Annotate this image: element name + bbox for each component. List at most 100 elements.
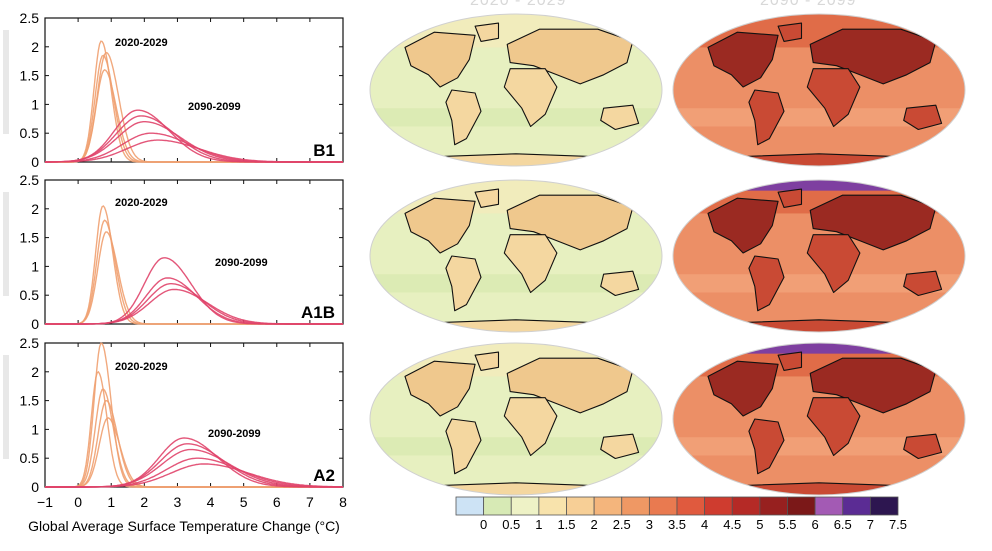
y-tick-label: 0: [31, 479, 39, 495]
period-annotation: 2020-2029: [115, 37, 168, 49]
map-outline: [369, 13, 663, 167]
y-tick-label: 1: [31, 421, 39, 437]
map-continent: [600, 270, 640, 297]
plot-frame: [44, 179, 344, 325]
map-continent: [506, 28, 634, 85]
y-tick-label: 2.5: [20, 335, 40, 351]
map-band: [673, 274, 965, 293]
map-continent: [806, 397, 861, 457]
map-panel-r1-c1: [370, 14, 662, 166]
plot-frame: [44, 17, 344, 163]
map-continent: [404, 197, 476, 254]
chart-panel-a1b: 0 0.5 1 1.5 2 2.5 2020-2029 2090-2099 A1B: [3, 172, 344, 332]
map-panel-r3-c1: [370, 343, 662, 495]
map-continent: [404, 360, 476, 417]
y-tick-label: 2: [31, 39, 39, 55]
map-outline: [369, 342, 663, 496]
y-tick-label: 0.5: [20, 287, 40, 303]
map-band: [673, 108, 965, 127]
map-continent: [404, 31, 476, 88]
y-axis-label-faint: [3, 192, 9, 296]
x-tick-label: 1: [107, 494, 115, 510]
map-column-header-left: 2020 - 2029: [470, 0, 567, 9]
y-tick-label: 1.5: [20, 68, 40, 84]
y-tick-label: 0.5: [20, 125, 40, 141]
map-continent: [506, 357, 634, 414]
panel-label: B1: [313, 141, 335, 160]
period-annotation: 2090-2099: [188, 101, 241, 113]
x-tick-label: 5: [240, 494, 248, 510]
x-tick-label: 4: [207, 494, 215, 510]
y-tick-label: 2: [31, 201, 39, 217]
map-column-header-right: 2090 - 2099: [760, 0, 857, 9]
map-continent: [809, 28, 937, 85]
map-outline: [672, 179, 966, 333]
map-continent: [427, 319, 605, 332]
map-continent: [777, 351, 803, 371]
map-panel-r2-c2: [673, 180, 965, 332]
map-continent: [503, 234, 558, 294]
map-continent: [474, 351, 500, 371]
panel-label: A2: [313, 466, 335, 485]
period-annotation: 2020-2029: [115, 197, 168, 209]
chart-panel-b1: 0 0.5 1 1.5 2 2.5 2020-2029 2090-2099 B1: [3, 10, 344, 170]
map-panel-r1-c2: [673, 14, 965, 166]
period-annotation: 2020-2029: [115, 361, 168, 373]
map-continent: [806, 234, 861, 294]
map-continent: [445, 255, 482, 312]
y-tick-label: 1: [31, 96, 39, 112]
map-continent: [730, 482, 908, 495]
map-continent: [445, 89, 482, 146]
y-tick-label: 2.5: [20, 172, 40, 188]
period-annotation: 2090-2099: [215, 257, 268, 269]
map-continent: [777, 188, 803, 208]
map-continent: [600, 433, 640, 460]
y-tick-label: 1.5: [20, 393, 40, 409]
map-continent: [427, 482, 605, 495]
map-continent: [600, 104, 640, 131]
map-continent: [730, 153, 908, 166]
map-continent: [806, 68, 861, 128]
map-continent: [445, 418, 482, 475]
map-arctic-band: [673, 343, 965, 354]
panel-label: A1B: [301, 303, 335, 322]
map-continent: [748, 418, 785, 475]
x-tick-label: 0: [74, 494, 82, 510]
x-tick-label: 7: [306, 494, 314, 510]
x-tick-label: −1: [37, 494, 53, 510]
map-continent: [809, 194, 937, 251]
x-tick-label: 8: [339, 494, 347, 510]
y-axis-label-faint: [3, 355, 9, 459]
y-tick-label: 0: [31, 316, 39, 332]
map-continent: [707, 197, 779, 254]
y-axis-label-faint: [3, 30, 9, 134]
map-continent: [809, 357, 937, 414]
map-continent: [748, 255, 785, 312]
series-line-2090-2099: [45, 288, 343, 325]
y-tick-label: 2.5: [20, 10, 40, 26]
map-continent: [707, 360, 779, 417]
map-continent: [903, 270, 943, 297]
map-band: [370, 108, 662, 127]
period-annotation: 2090-2099: [208, 428, 261, 440]
map-continent: [707, 31, 779, 88]
x-axis-label: Global Average Surface Temperature Chang…: [28, 518, 340, 534]
map-panel-r3-c2: [673, 343, 965, 495]
map-continent: [474, 188, 500, 208]
map-continent: [503, 397, 558, 457]
map-continent: [427, 153, 605, 166]
x-tick-label: 6: [273, 494, 281, 510]
y-tick-label: 1: [31, 258, 39, 274]
map-outline: [369, 179, 663, 333]
x-tick-label: 2: [140, 494, 148, 510]
y-tick-label: 2: [31, 364, 39, 380]
map-continent: [903, 433, 943, 460]
y-tick-label: 1.5: [20, 230, 40, 246]
series-line-2090-2099: [45, 463, 343, 488]
map-band: [673, 437, 965, 456]
series-line-2090-2099: [45, 139, 343, 163]
y-tick-label: 0: [31, 154, 39, 170]
